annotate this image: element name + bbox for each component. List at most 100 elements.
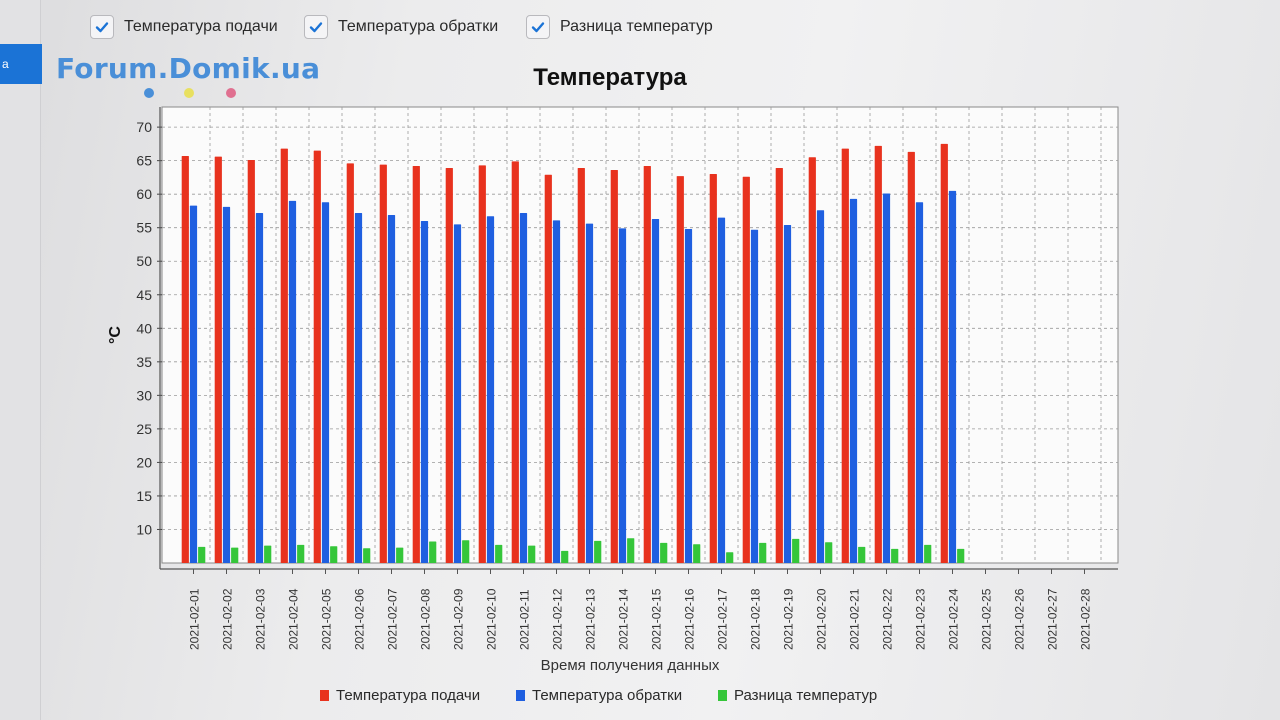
x-tick-label: 2021-02-04 [287, 588, 301, 650]
bar-supply [181, 155, 189, 563]
bar-supply [379, 164, 387, 563]
dot-yellow-icon [184, 88, 194, 98]
watermark-logo: Forum.Domik.ua [56, 52, 321, 85]
checkbox-checked-icon[interactable] [304, 15, 328, 39]
bar-return [948, 190, 957, 563]
bar-difference [396, 547, 404, 563]
bar-difference [759, 542, 767, 563]
bar-difference [429, 541, 437, 563]
bar-difference [957, 548, 965, 563]
x-tick-label: 2021-02-11 [518, 589, 532, 650]
x-tick-label: 2021-02-12 [551, 588, 565, 650]
x-tick-label: 2021-02-14 [617, 588, 631, 650]
legend-label: Температура обратки [532, 687, 683, 704]
bar-return [750, 229, 759, 563]
bar-supply [412, 166, 420, 563]
bar-supply [742, 176, 750, 563]
x-tick-label: 2021-02-16 [683, 588, 697, 650]
chart-title: Температура [533, 64, 687, 91]
bar-difference [726, 552, 734, 563]
bar-return [354, 212, 363, 563]
y-tick-label: 40 [136, 320, 152, 336]
bar-supply [709, 174, 717, 563]
bar-difference [561, 550, 569, 563]
legend-swatch [516, 690, 525, 701]
checkbox-checked-icon[interactable] [90, 15, 114, 39]
bar-supply [280, 148, 288, 563]
bar-supply [643, 166, 651, 563]
bar-supply [808, 157, 816, 563]
bar-difference [198, 546, 206, 563]
x-tick-label: 2021-02-22 [881, 588, 895, 650]
bar-supply [775, 168, 783, 563]
y-tick-label: 55 [136, 220, 152, 236]
x-tick-label: 2021-02-01 [188, 588, 202, 650]
left-sidebar [0, 0, 41, 720]
bar-difference [594, 540, 602, 563]
bar-difference [693, 544, 701, 563]
y-tick-label: 20 [136, 454, 152, 470]
y-tick-label: 60 [136, 186, 152, 202]
y-tick-label: 70 [136, 119, 152, 135]
legend-item-supply[interactable]: Температура подачи [320, 687, 480, 704]
x-tick-label: 2021-02-23 [914, 588, 928, 650]
toggle-temperature-difference[interactable]: Разница температур [526, 12, 713, 42]
x-tick-label: 2021-02-27 [1046, 588, 1060, 650]
bar-return [519, 212, 528, 563]
y-tick-label: 45 [136, 287, 152, 303]
toggle-return-temperature[interactable]: Температура обратки [304, 12, 498, 42]
y-tick-label: 10 [136, 521, 152, 537]
x-tick-label: 2021-02-15 [650, 588, 664, 650]
bar-difference [627, 538, 635, 563]
bar-difference [363, 548, 371, 563]
bar-supply [874, 145, 882, 564]
legend-label: Температура подачи [336, 687, 481, 704]
plot-area [161, 106, 1119, 564]
bar-difference [891, 548, 899, 563]
bar-supply [676, 176, 684, 563]
bar-return [288, 200, 297, 563]
y-axis-label: °C [107, 326, 124, 344]
y-tick-label: 65 [136, 153, 152, 169]
bar-difference [528, 545, 536, 563]
bar-supply [577, 168, 585, 563]
bar-return [651, 218, 660, 564]
bar-return [717, 217, 726, 563]
bar-supply [346, 163, 354, 563]
bar-supply [610, 170, 618, 564]
x-tick-label: 2021-02-28 [1079, 588, 1093, 650]
bar-return [387, 214, 396, 563]
y-tick-label: 15 [136, 488, 152, 504]
bar-supply [907, 151, 915, 563]
bar-return [552, 220, 561, 563]
bar-difference [924, 544, 932, 563]
bar-difference [330, 546, 338, 563]
x-tick-label: 2021-02-20 [815, 588, 829, 650]
x-tick-label: 2021-02-02 [221, 588, 235, 650]
bar-return [816, 210, 825, 564]
toggle-supply-temperature[interactable]: Температура подачи [90, 12, 278, 42]
bar-return [255, 212, 264, 563]
dot-pink-icon [226, 88, 236, 98]
legend-item-return[interactable]: Температура обратки [516, 687, 682, 704]
toggle-label: Разница температур [560, 18, 713, 35]
y-tick-label: 30 [136, 387, 152, 403]
x-tick-label: 2021-02-08 [419, 588, 433, 650]
bar-supply [478, 165, 486, 563]
dot-blue-icon [144, 88, 154, 98]
y-tick-label: 50 [136, 253, 152, 269]
x-tick-label: 2021-02-06 [353, 588, 367, 650]
bar-supply [214, 156, 222, 563]
bar-return [420, 221, 429, 563]
toggle-label: Температура подачи [124, 18, 278, 35]
legend-label: Разница температур [734, 687, 878, 704]
checkbox-checked-icon[interactable] [526, 15, 550, 39]
x-tick-label: 2021-02-18 [749, 588, 763, 650]
x-tick-label: 2021-02-10 [485, 588, 499, 650]
bar-return [849, 198, 858, 563]
bar-return [585, 223, 594, 563]
bar-return [783, 225, 792, 563]
legend-item-difference[interactable]: Разница температур [718, 687, 877, 704]
sidebar-active-tab[interactable]: a [0, 44, 42, 84]
